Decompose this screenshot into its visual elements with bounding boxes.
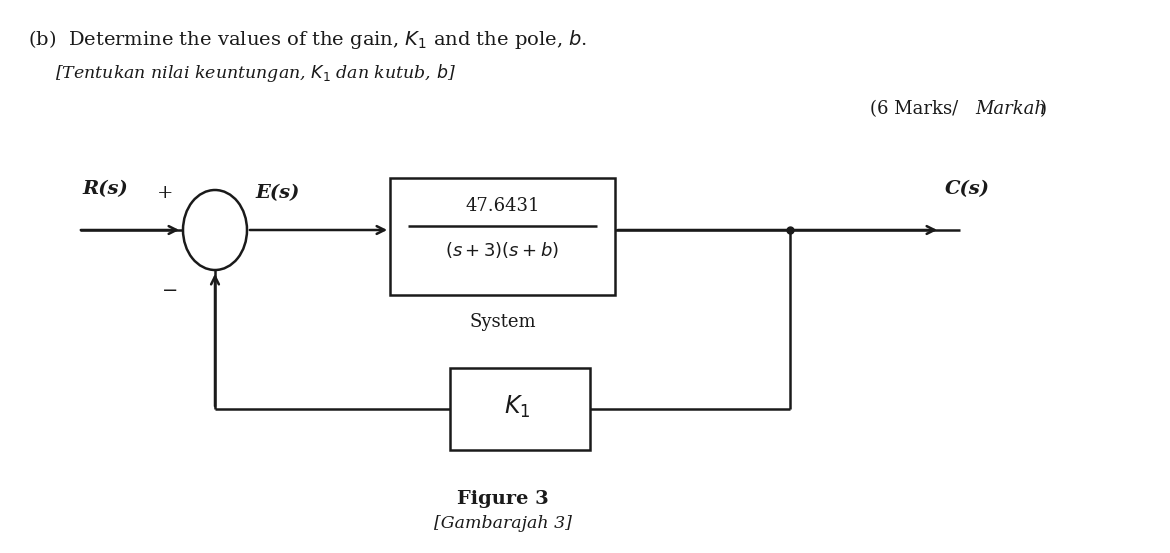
- Bar: [390, 178, 615, 295]
- Text: $(s+3)(s+b)$: $(s+3)(s+b)$: [446, 240, 559, 260]
- Text: E(s): E(s): [255, 184, 300, 202]
- Text: (6 Marks/: (6 Marks/: [870, 100, 958, 118]
- Text: Figure 3: Figure 3: [456, 490, 549, 508]
- Text: $K_1$: $K_1$: [504, 394, 530, 420]
- Text: +: +: [157, 184, 173, 202]
- Text: 47.6431: 47.6431: [466, 197, 539, 215]
- Text: [Tentukan nilai keuntungan, $K_1$ dan kutub, $b$]: [Tentukan nilai keuntungan, $K_1$ dan ku…: [55, 62, 456, 84]
- Text: (b)  Determine the values of the gain, $K_1$ and the pole, $b$.: (b) Determine the values of the gain, $K…: [28, 28, 587, 51]
- Text: Markah: Markah: [975, 100, 1046, 118]
- Text: System: System: [469, 313, 536, 331]
- Text: C(s): C(s): [945, 180, 990, 198]
- Bar: [450, 368, 590, 450]
- Text: [Gambarajah 3]: [Gambarajah 3]: [434, 515, 571, 532]
- Text: −: −: [161, 282, 178, 300]
- Text: ): ): [1040, 100, 1047, 118]
- Text: R(s): R(s): [82, 180, 128, 198]
